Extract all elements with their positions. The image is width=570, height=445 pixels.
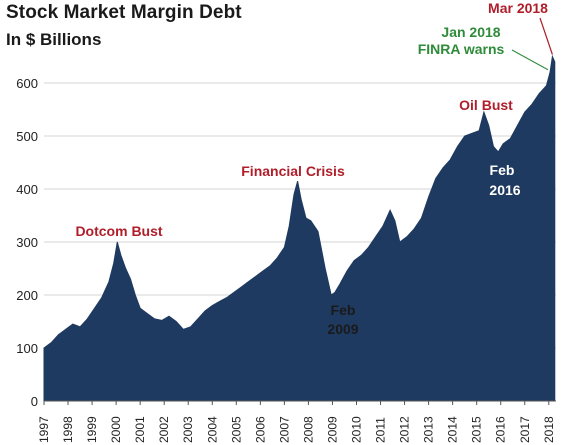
y-tick-label: 500 — [16, 129, 38, 144]
annotation-label: 2009 — [327, 321, 358, 337]
annotation-label: Oil Bust — [459, 97, 513, 113]
y-tick-label: 300 — [16, 235, 38, 250]
y-tick-label: 400 — [16, 182, 38, 197]
x-tick-label: 2001 — [133, 416, 147, 443]
x-tick-label: 2009 — [325, 416, 339, 443]
annotation-label: FINRA warns — [418, 41, 505, 57]
x-tick-label: 1997 — [37, 416, 51, 443]
x-tick-label: 2007 — [277, 416, 291, 443]
chart-title: Stock Market Margin Debt — [6, 2, 242, 23]
x-tick-label: 2016 — [494, 416, 508, 443]
annotation-label: Feb — [490, 162, 515, 178]
x-tick-label: 2012 — [398, 416, 412, 443]
x-tick-label: 2011 — [374, 417, 388, 443]
y-tick-label: 600 — [16, 76, 38, 91]
x-tick-label: 2006 — [253, 416, 267, 443]
x-tick-label: 2005 — [229, 416, 243, 443]
x-tick-label: 2010 — [349, 416, 363, 443]
x-tick-label: 2018 — [542, 416, 556, 443]
y-tick-label: 0 — [31, 394, 38, 409]
finra-pointer — [511, 49, 549, 71]
x-tick-label: 1998 — [61, 416, 75, 443]
annotation-label: Dotcom Bust — [75, 223, 162, 239]
x-tick-label: 2008 — [301, 416, 315, 443]
margin-debt-area — [43, 54, 556, 402]
y-tick-label: 200 — [16, 288, 38, 303]
mar-2018-pointer — [539, 17, 553, 55]
x-tick-label: 2015 — [470, 416, 484, 443]
x-tick-label: 2000 — [109, 416, 123, 443]
x-tick-label: 2014 — [446, 416, 460, 443]
chart-subtitle: In $ Billions — [6, 30, 102, 49]
x-tick-label: 2013 — [422, 416, 436, 443]
annotation-label: 2016 — [489, 182, 520, 198]
x-tick-label: 2004 — [205, 416, 219, 443]
x-tick-label: 2003 — [181, 416, 195, 443]
y-tick-label: 100 — [16, 341, 38, 356]
annotation-label: Mar 2018 — [488, 0, 548, 16]
x-tick-label: 2002 — [157, 416, 171, 443]
annotation-label: Jan 2018 — [441, 24, 500, 40]
x-tick-label: 2017 — [518, 416, 532, 443]
annotation-label: Feb — [331, 302, 356, 318]
annotation-label: Financial Crisis — [241, 163, 345, 179]
x-tick-label: 1999 — [85, 416, 99, 443]
